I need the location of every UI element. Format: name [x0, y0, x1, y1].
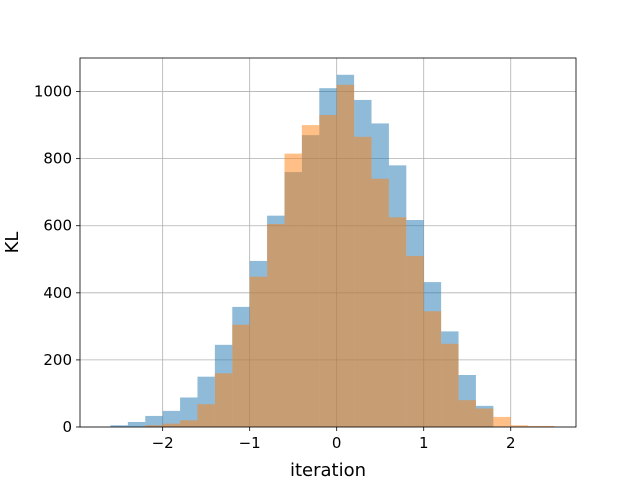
histogram-bar — [127, 421, 146, 427]
histogram-bar — [145, 415, 163, 427]
plot-frame — [79, 57, 577, 428]
histogram-bar — [197, 404, 215, 427]
histogram-bar — [284, 153, 302, 427]
histogram-bar — [406, 255, 424, 427]
histogram-bar — [162, 423, 181, 427]
histogram-bar — [354, 136, 372, 427]
x-tick-label: 0 — [332, 434, 342, 452]
histogram-bars — [110, 74, 555, 427]
histogram-bar — [145, 425, 163, 427]
histogram-bar — [371, 178, 389, 427]
histogram-bar — [510, 425, 529, 427]
histogram-bar — [528, 425, 555, 427]
histogram-bar — [180, 420, 198, 427]
histogram-bar — [249, 276, 268, 427]
x-tick-label: 1 — [419, 434, 429, 452]
histogram-bar — [423, 311, 442, 427]
y-tick-label: 800 — [43, 150, 72, 168]
x-tick-label: 2 — [506, 434, 516, 452]
axis-ticks: −2 −1 0 1 2 0 200 400 600 800 1000 — [34, 83, 516, 452]
y-tick-label: 600 — [43, 217, 72, 235]
x-tick-label: −2 — [152, 434, 174, 452]
histogram-bar — [162, 410, 181, 427]
histogram-bar — [458, 400, 476, 427]
histogram-bar — [267, 224, 285, 427]
histogram-bar — [301, 125, 320, 427]
histogram-bar — [493, 416, 511, 427]
histogram-bar — [232, 324, 250, 427]
x-tick-label: −1 — [239, 434, 261, 452]
y-tick-label: 1000 — [34, 83, 72, 101]
histogram-bar — [441, 343, 459, 427]
histogram-bar — [336, 84, 355, 427]
histogram-bar — [388, 217, 407, 427]
x-axis-label: iteration — [290, 460, 366, 480]
histogram-bar — [319, 115, 337, 427]
y-axis-label: KL — [2, 232, 23, 254]
histogram-bar — [214, 373, 233, 427]
y-tick-label: 400 — [43, 284, 72, 302]
histogram-bar — [110, 425, 128, 427]
histogram-bar — [475, 408, 494, 427]
y-tick-label: 200 — [43, 351, 72, 369]
y-tick-label: 0 — [62, 418, 72, 436]
histogram-bar — [180, 397, 198, 427]
series-2-bars — [145, 84, 555, 427]
